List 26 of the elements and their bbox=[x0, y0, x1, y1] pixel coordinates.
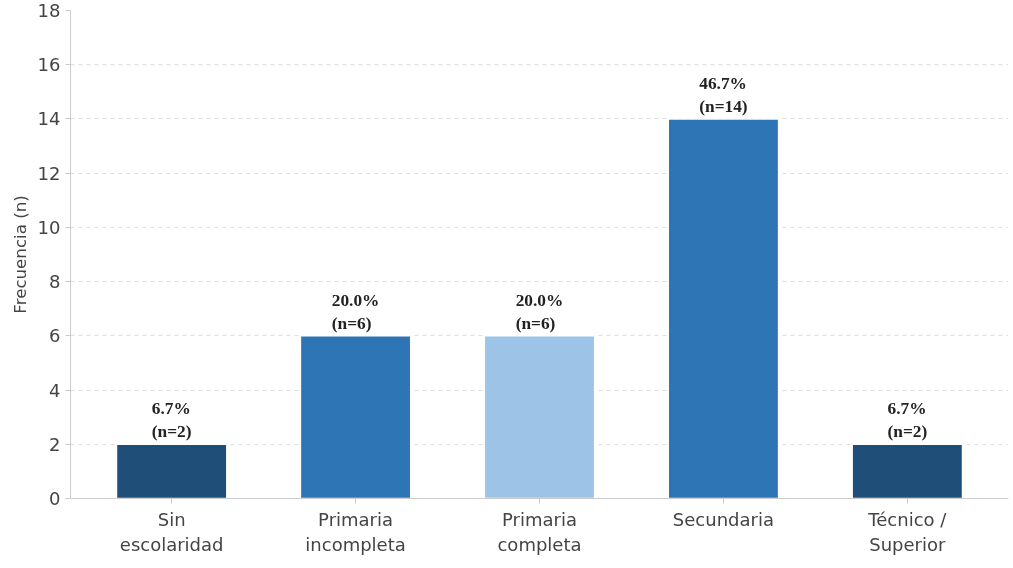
y-tick-label: 18 bbox=[37, 0, 61, 21]
bar bbox=[115, 443, 228, 499]
y-tick-label: 0 bbox=[49, 488, 61, 509]
bar bbox=[851, 443, 964, 499]
data-label: 46.7% (n=14) bbox=[699, 74, 748, 116]
data-label: 6.7% (n=2) bbox=[887, 399, 928, 442]
data-label: 20.0% (n=6) bbox=[331, 291, 380, 333]
x-tick-label: Técnico / Superior bbox=[867, 508, 948, 555]
y-tick-label: 12 bbox=[37, 162, 61, 184]
y-tick-label: 2 bbox=[49, 433, 61, 455]
x-tick-label: Primaria incompleta bbox=[305, 508, 406, 555]
x-tick-label: Secundaria bbox=[672, 508, 774, 530]
y-tick-label: 8 bbox=[49, 271, 61, 293]
x-tick-label: Sin escolaridad bbox=[119, 508, 224, 555]
x-tick-label: Primaria completa bbox=[497, 508, 582, 555]
data-label: 20.0% (n=6) bbox=[515, 291, 564, 333]
y-axis-title: Frecuencia (n) bbox=[10, 195, 30, 314]
y-tick-label: 14 bbox=[37, 108, 61, 130]
y-tick-label: 10 bbox=[37, 216, 61, 238]
bar bbox=[299, 335, 412, 499]
y-tick-label: 16 bbox=[37, 54, 61, 76]
bar bbox=[667, 118, 780, 499]
y-tick-label: 6 bbox=[49, 325, 61, 347]
y-tick-label: 4 bbox=[49, 379, 61, 401]
data-label: 6.7% (n=2) bbox=[151, 399, 192, 442]
bar bbox=[483, 335, 596, 499]
